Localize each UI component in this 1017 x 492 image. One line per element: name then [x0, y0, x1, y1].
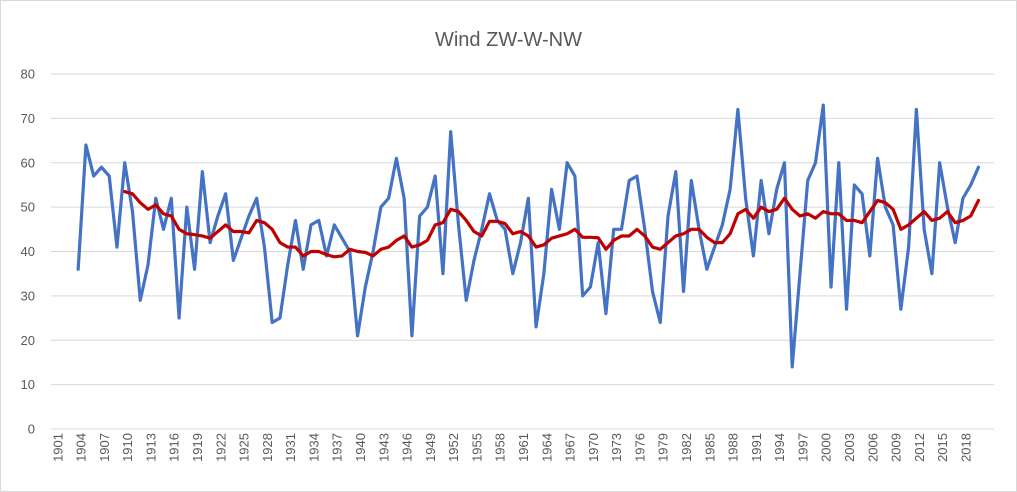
x-tick-label: 1916: [167, 433, 182, 462]
x-tick-label: 1997: [795, 433, 810, 462]
chart-title: Wind ZW-W-NW: [434, 29, 582, 51]
x-tick-label: 1967: [563, 433, 578, 462]
y-tick-label: 80: [21, 67, 35, 82]
x-tick-label: 1946: [400, 433, 415, 462]
x-tick-label: 2003: [842, 433, 857, 462]
x-tick-label: 1991: [749, 433, 764, 462]
x-tick-label: 1994: [772, 433, 787, 462]
x-tick-label: 1952: [446, 433, 461, 462]
x-tick-label: 2018: [958, 433, 973, 462]
y-tick-label: 0: [28, 422, 35, 437]
x-tick-label: 1904: [74, 433, 89, 462]
x-tick-label: 1928: [260, 433, 275, 462]
x-tick-label: 1907: [97, 433, 112, 462]
x-tick-label: 1949: [423, 433, 438, 462]
x-tick-label: 1919: [190, 433, 205, 462]
y-tick-label: 40: [21, 244, 35, 259]
x-tick-label: 1925: [237, 433, 252, 462]
series-line-1: [76, 103, 981, 369]
x-tick-label: 1976: [632, 433, 647, 462]
x-tick-label: 1937: [330, 433, 345, 462]
x-tick-label: 1943: [376, 433, 391, 462]
x-tick-label: 1958: [493, 433, 508, 462]
x-tick-label: 1970: [586, 433, 601, 462]
x-tick-label: 1979: [656, 433, 671, 462]
x-tick-label: 1901: [50, 433, 65, 462]
x-tick-label: 1964: [539, 433, 554, 462]
x-tick-label: 1973: [609, 433, 624, 462]
x-tick-label: 1913: [143, 433, 158, 462]
x-tick-label: 1940: [353, 433, 368, 462]
x-tick-label: 1955: [469, 433, 484, 462]
x-tick-label: 1934: [306, 433, 321, 462]
x-tick-label: 1922: [213, 433, 228, 462]
series-line-2: [123, 189, 981, 259]
x-tick-label: 2012: [912, 433, 927, 462]
y-tick-label: 20: [21, 333, 35, 348]
x-axis-ticks: 1901 1904 1907 1910 1913 1916 1919 1922 1925 1928…: [50, 433, 973, 462]
x-tick-label: 2000: [819, 433, 834, 462]
series-group: [76, 103, 981, 369]
y-tick-label: 60: [21, 155, 35, 170]
x-tick-label: 2006: [865, 433, 880, 462]
y-axis-ticks: 0 10 20 30 40 50 60 70 80: [21, 67, 35, 437]
x-tick-label: 2009: [889, 433, 904, 462]
x-tick-label: 1931: [283, 433, 298, 462]
x-tick-label: 1910: [120, 433, 135, 462]
gridlines: [51, 73, 994, 386]
y-tick-label: 70: [21, 111, 35, 126]
y-tick-label: 30: [21, 288, 35, 303]
y-tick-label: 50: [21, 200, 35, 215]
x-tick-label: 1985: [702, 433, 717, 462]
x-tick-label: 2015: [935, 433, 950, 462]
x-tick-label: 1982: [679, 433, 694, 462]
x-tick-label: 1988: [726, 433, 741, 462]
x-tick-label: 1961: [516, 433, 531, 462]
y-tick-label: 10: [21, 377, 35, 392]
